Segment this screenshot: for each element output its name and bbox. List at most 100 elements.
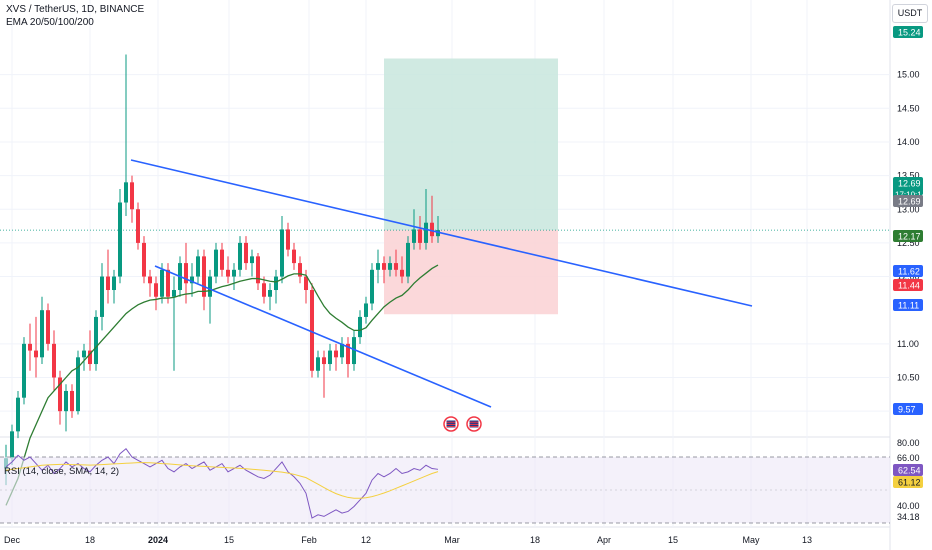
candle[interactable] <box>376 249 380 284</box>
rsi-value-tag[interactable]: 61.12 <box>893 476 923 488</box>
candle[interactable] <box>52 330 56 391</box>
candle[interactable] <box>142 236 146 284</box>
candle[interactable] <box>130 175 134 223</box>
candle[interactable] <box>160 263 164 304</box>
candle[interactable] <box>190 263 194 297</box>
rsi-tag-label: 61.12 <box>898 478 921 488</box>
candle[interactable] <box>124 54 128 216</box>
candle[interactable] <box>118 189 122 284</box>
candle[interactable] <box>82 343 86 371</box>
price-tag-label: 15.24 <box>898 28 921 38</box>
price-tag[interactable]: 12.17 <box>893 230 923 242</box>
candle[interactable] <box>112 269 116 304</box>
candle[interactable] <box>388 256 392 277</box>
candle[interactable] <box>358 310 362 344</box>
candle[interactable] <box>280 215 284 284</box>
candle[interactable] <box>382 256 386 284</box>
candle[interactable] <box>166 263 170 304</box>
candle[interactable] <box>208 269 212 324</box>
candle[interactable] <box>322 350 326 398</box>
candle[interactable] <box>58 370 62 425</box>
candle[interactable] <box>406 236 410 284</box>
candle[interactable] <box>106 249 110 304</box>
candle[interactable] <box>418 215 422 250</box>
candle[interactable] <box>412 209 416 250</box>
candle[interactable] <box>310 283 314 378</box>
price-tag-label: 12.69 <box>898 179 921 189</box>
trendline[interactable] <box>130 159 753 307</box>
trendline[interactable] <box>154 265 492 408</box>
rsi-indicator-label[interactable]: RSI (14, close, SMA, 14, 2) <box>4 466 120 477</box>
candle[interactable] <box>184 242 188 304</box>
candle[interactable] <box>220 242 224 277</box>
candle[interactable] <box>238 236 242 277</box>
candle[interactable] <box>100 263 104 331</box>
us-flag-icon[interactable] <box>466 416 482 432</box>
candle[interactable] <box>370 263 374 311</box>
candle[interactable] <box>226 256 230 284</box>
candle[interactable] <box>346 337 350 378</box>
price-tag[interactable]: 11.62 <box>893 265 923 277</box>
candle[interactable] <box>148 269 152 297</box>
candle[interactable] <box>76 350 80 415</box>
candle[interactable] <box>424 189 428 250</box>
candle[interactable] <box>334 343 338 371</box>
candle[interactable] <box>430 195 434 243</box>
price-tag-box <box>893 403 923 415</box>
candle[interactable] <box>64 384 68 432</box>
price-tag[interactable]: 11.11 <box>893 299 923 311</box>
rsi-value-tag[interactable]: 62.54 <box>893 464 923 476</box>
candle[interactable] <box>136 202 140 250</box>
candle[interactable] <box>268 283 272 311</box>
candle[interactable] <box>16 390 20 439</box>
candle[interactable] <box>46 303 50 351</box>
candle[interactable] <box>262 276 266 304</box>
target-zone[interactable] <box>384 58 558 231</box>
ema-indicator-label[interactable]: EMA 20/50/100/200 <box>6 17 94 28</box>
price-tag[interactable]: 15.24 <box>893 26 923 38</box>
candle[interactable] <box>28 323 32 371</box>
candle[interactable] <box>40 296 44 365</box>
candle[interactable] <box>292 242 296 270</box>
candle[interactable] <box>400 256 404 284</box>
x-tick-label: 15 <box>224 535 234 545</box>
candle[interactable] <box>214 242 218 284</box>
candle[interactable] <box>154 276 158 311</box>
candle[interactable] <box>298 256 302 284</box>
candle[interactable] <box>394 249 398 277</box>
candle[interactable] <box>196 249 200 284</box>
rsi-line[interactable] <box>5 448 439 519</box>
candle[interactable] <box>256 252 260 291</box>
price-tag[interactable]: 9.57 <box>893 403 923 415</box>
candle[interactable] <box>94 310 98 371</box>
candle[interactable] <box>316 350 320 378</box>
currency-button[interactable]: USDT <box>892 4 928 23</box>
candle[interactable] <box>172 276 176 371</box>
ema-line[interactable] <box>5 264 439 506</box>
rsi-sma-line[interactable] <box>5 462 439 499</box>
candle[interactable] <box>34 316 38 378</box>
candle-body <box>124 182 128 203</box>
stop-zone[interactable] <box>384 230 558 315</box>
candle[interactable] <box>274 269 278 304</box>
candle[interactable] <box>250 249 254 277</box>
candle[interactable] <box>88 330 92 371</box>
candle[interactable] <box>22 337 26 405</box>
candle[interactable] <box>286 222 290 257</box>
price-tag[interactable]: 12.69 <box>893 195 923 207</box>
candle-body <box>28 343 32 351</box>
candle[interactable] <box>244 236 248 270</box>
price-tag[interactable]: 11.44 <box>893 279 923 291</box>
candle[interactable] <box>202 249 206 311</box>
candle[interactable] <box>70 384 74 418</box>
candle[interactable] <box>328 343 332 371</box>
candle[interactable] <box>352 330 356 371</box>
price-tag-box <box>893 26 923 38</box>
candle-body <box>424 222 428 243</box>
candle[interactable] <box>232 263 236 291</box>
us-flag-icon[interactable] <box>443 416 459 432</box>
candle[interactable] <box>436 215 440 243</box>
candle[interactable] <box>340 337 344 365</box>
candle[interactable] <box>364 296 368 324</box>
